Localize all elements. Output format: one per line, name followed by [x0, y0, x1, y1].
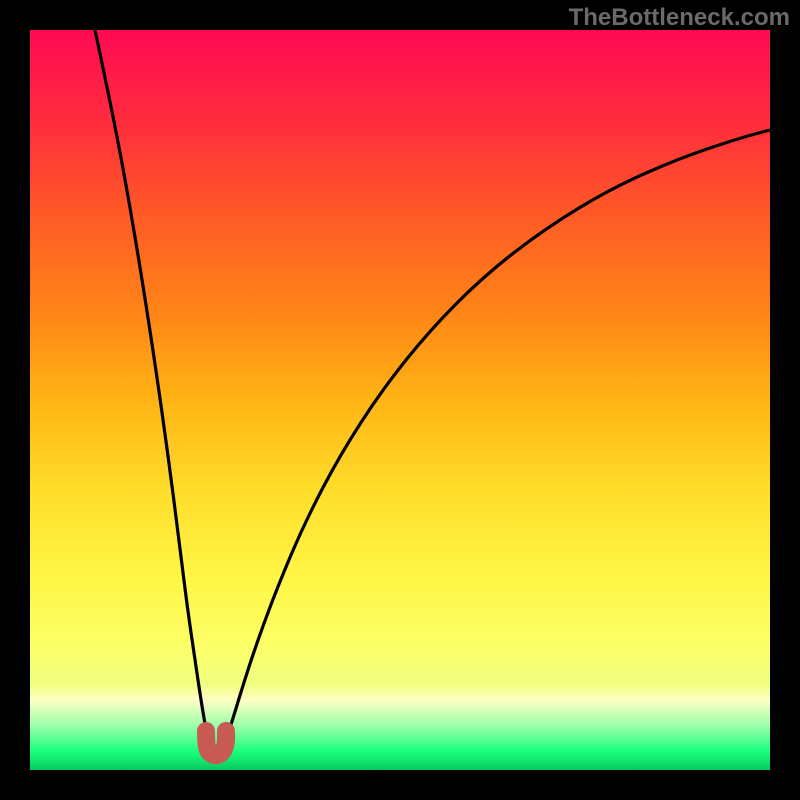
- figure-root: TheBottleneck.com: [0, 0, 800, 800]
- bottleneck-chart: [0, 0, 800, 800]
- plot-background: [30, 30, 770, 770]
